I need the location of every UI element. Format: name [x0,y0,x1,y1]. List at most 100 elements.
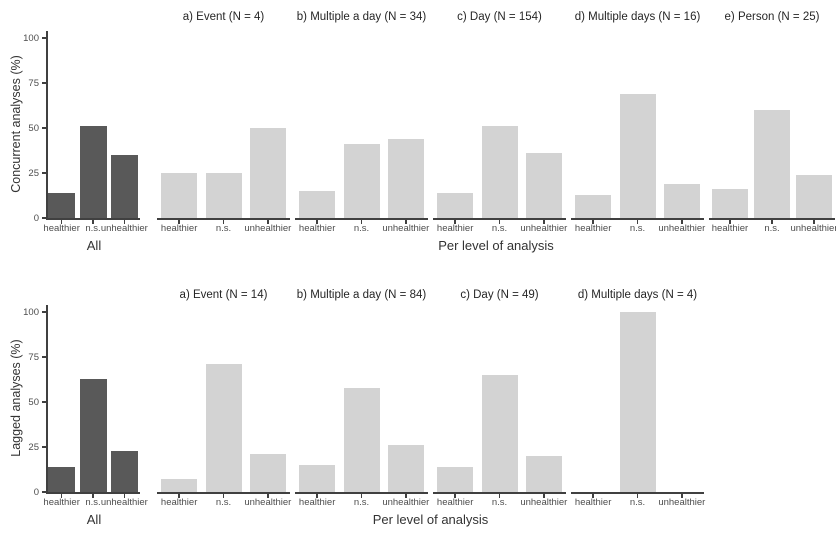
x-axis-line [157,218,290,220]
panel-title: a) Event (N = 14) [179,289,268,301]
bar-ns [481,126,518,218]
x-tick-mark [681,493,683,498]
x-axis-line [46,492,140,494]
category-label: n.s. [491,223,508,234]
x-tick-mark [316,219,318,224]
y-tick-label: 50 [28,122,39,134]
x-tick-mark [636,219,639,224]
y-tick-mark [41,311,46,313]
y-tick-label: 0 [33,212,39,224]
y-tick-mark [41,37,46,39]
x-tick-mark [60,219,63,224]
category-label: unhealthier [520,223,568,234]
panel-title: e) Person (N = 25) [724,11,820,23]
bar-unhealthier [110,155,138,218]
category-label: unhealthier [244,223,292,234]
bar-unhealthier [525,456,562,492]
bar-healthier [437,466,474,492]
x-tick-mark [178,493,180,498]
x-axis-line [295,218,428,220]
category-label: unhealthier [658,223,706,234]
category-label: unhealthier [658,497,706,508]
bar-healthier [575,194,612,218]
bar-healthier [437,192,474,218]
y-tick-mark [41,491,46,493]
x-axis-line [295,492,428,494]
bar-healthier [161,479,198,492]
y-tick-mark [41,127,46,129]
x-tick-mark [123,219,126,224]
category-label: unhealthier [244,497,292,508]
x-tick-mark [498,219,501,224]
bar-ns [619,312,656,492]
category-label: unhealthier [520,497,568,508]
bar-ns [481,375,518,492]
bar-unhealthier [796,174,832,218]
bar-unhealthier [249,128,286,218]
y-tick-label: 75 [28,77,39,89]
x-tick-mark [267,493,269,498]
x-tick-mark [178,219,180,224]
category-label: healthier [298,223,336,234]
x-tick-mark [543,493,545,498]
y-tick-mark [41,172,46,174]
category-label: n.s. [491,497,508,508]
category-label: n.s. [353,497,370,508]
bar-ns [79,378,107,492]
y-tick-label: 50 [28,396,39,408]
x-tick-mark [92,219,94,224]
bar-ns [205,173,242,218]
category-label: healthier [160,223,198,234]
y-tick-mark [41,401,46,403]
y-tick-mark [41,217,46,219]
x-tick-mark [636,493,639,498]
y-tick-mark [41,446,46,448]
category-label: healthier [43,223,80,234]
x-axis-line [571,492,704,494]
x-tick-mark [267,219,269,224]
x-tick-mark [498,493,501,498]
category-label: unhealthier [100,223,148,234]
bar-ns [343,144,380,218]
bar-unhealthier [387,138,424,218]
x-tick-mark [813,219,815,224]
category-label: healthier [436,223,474,234]
category-label: healthier [160,497,198,508]
x-tick-mark [543,219,545,224]
category-label: n.s. [629,223,646,234]
panel-title: a) Event (N = 4) [182,11,265,23]
panel-title: c) Day (N = 154) [457,11,542,23]
bar-unhealthier [525,153,562,218]
x-tick-mark [222,219,225,224]
x-tick-mark [123,493,126,498]
bar-ns [205,364,242,492]
bar-ns [79,126,107,218]
x-tick-mark [681,219,683,224]
x-axis-line [46,218,140,220]
x-tick-mark [316,493,318,498]
y-tick-label: 0 [33,486,39,498]
x-axis-line [433,492,566,494]
x-tick-mark [60,493,63,498]
category-label: n.s. [215,497,232,508]
bar-healthier [48,192,76,218]
y-axis-line [46,305,48,492]
bar-healthier [712,189,748,218]
x-tick-mark [405,219,407,224]
x-axis-line [571,218,704,220]
x-tick-mark [454,493,456,498]
y-tick-label: 100 [23,306,39,318]
category-label: healthier [298,497,336,508]
x-tick-mark [592,493,594,498]
y-tick-label: 75 [28,351,39,363]
bar-unhealthier [387,445,424,492]
panel-title: d) Multiple days (N = 4) [577,289,698,301]
x-tick-mark [405,493,407,498]
panel-title: d) Multiple days (N = 16) [574,11,701,23]
x-tick-mark [360,493,363,498]
x-tick-mark [454,219,456,224]
category-label: healthier [574,497,612,508]
x-tick-mark [360,219,363,224]
bar-healthier [161,173,198,218]
